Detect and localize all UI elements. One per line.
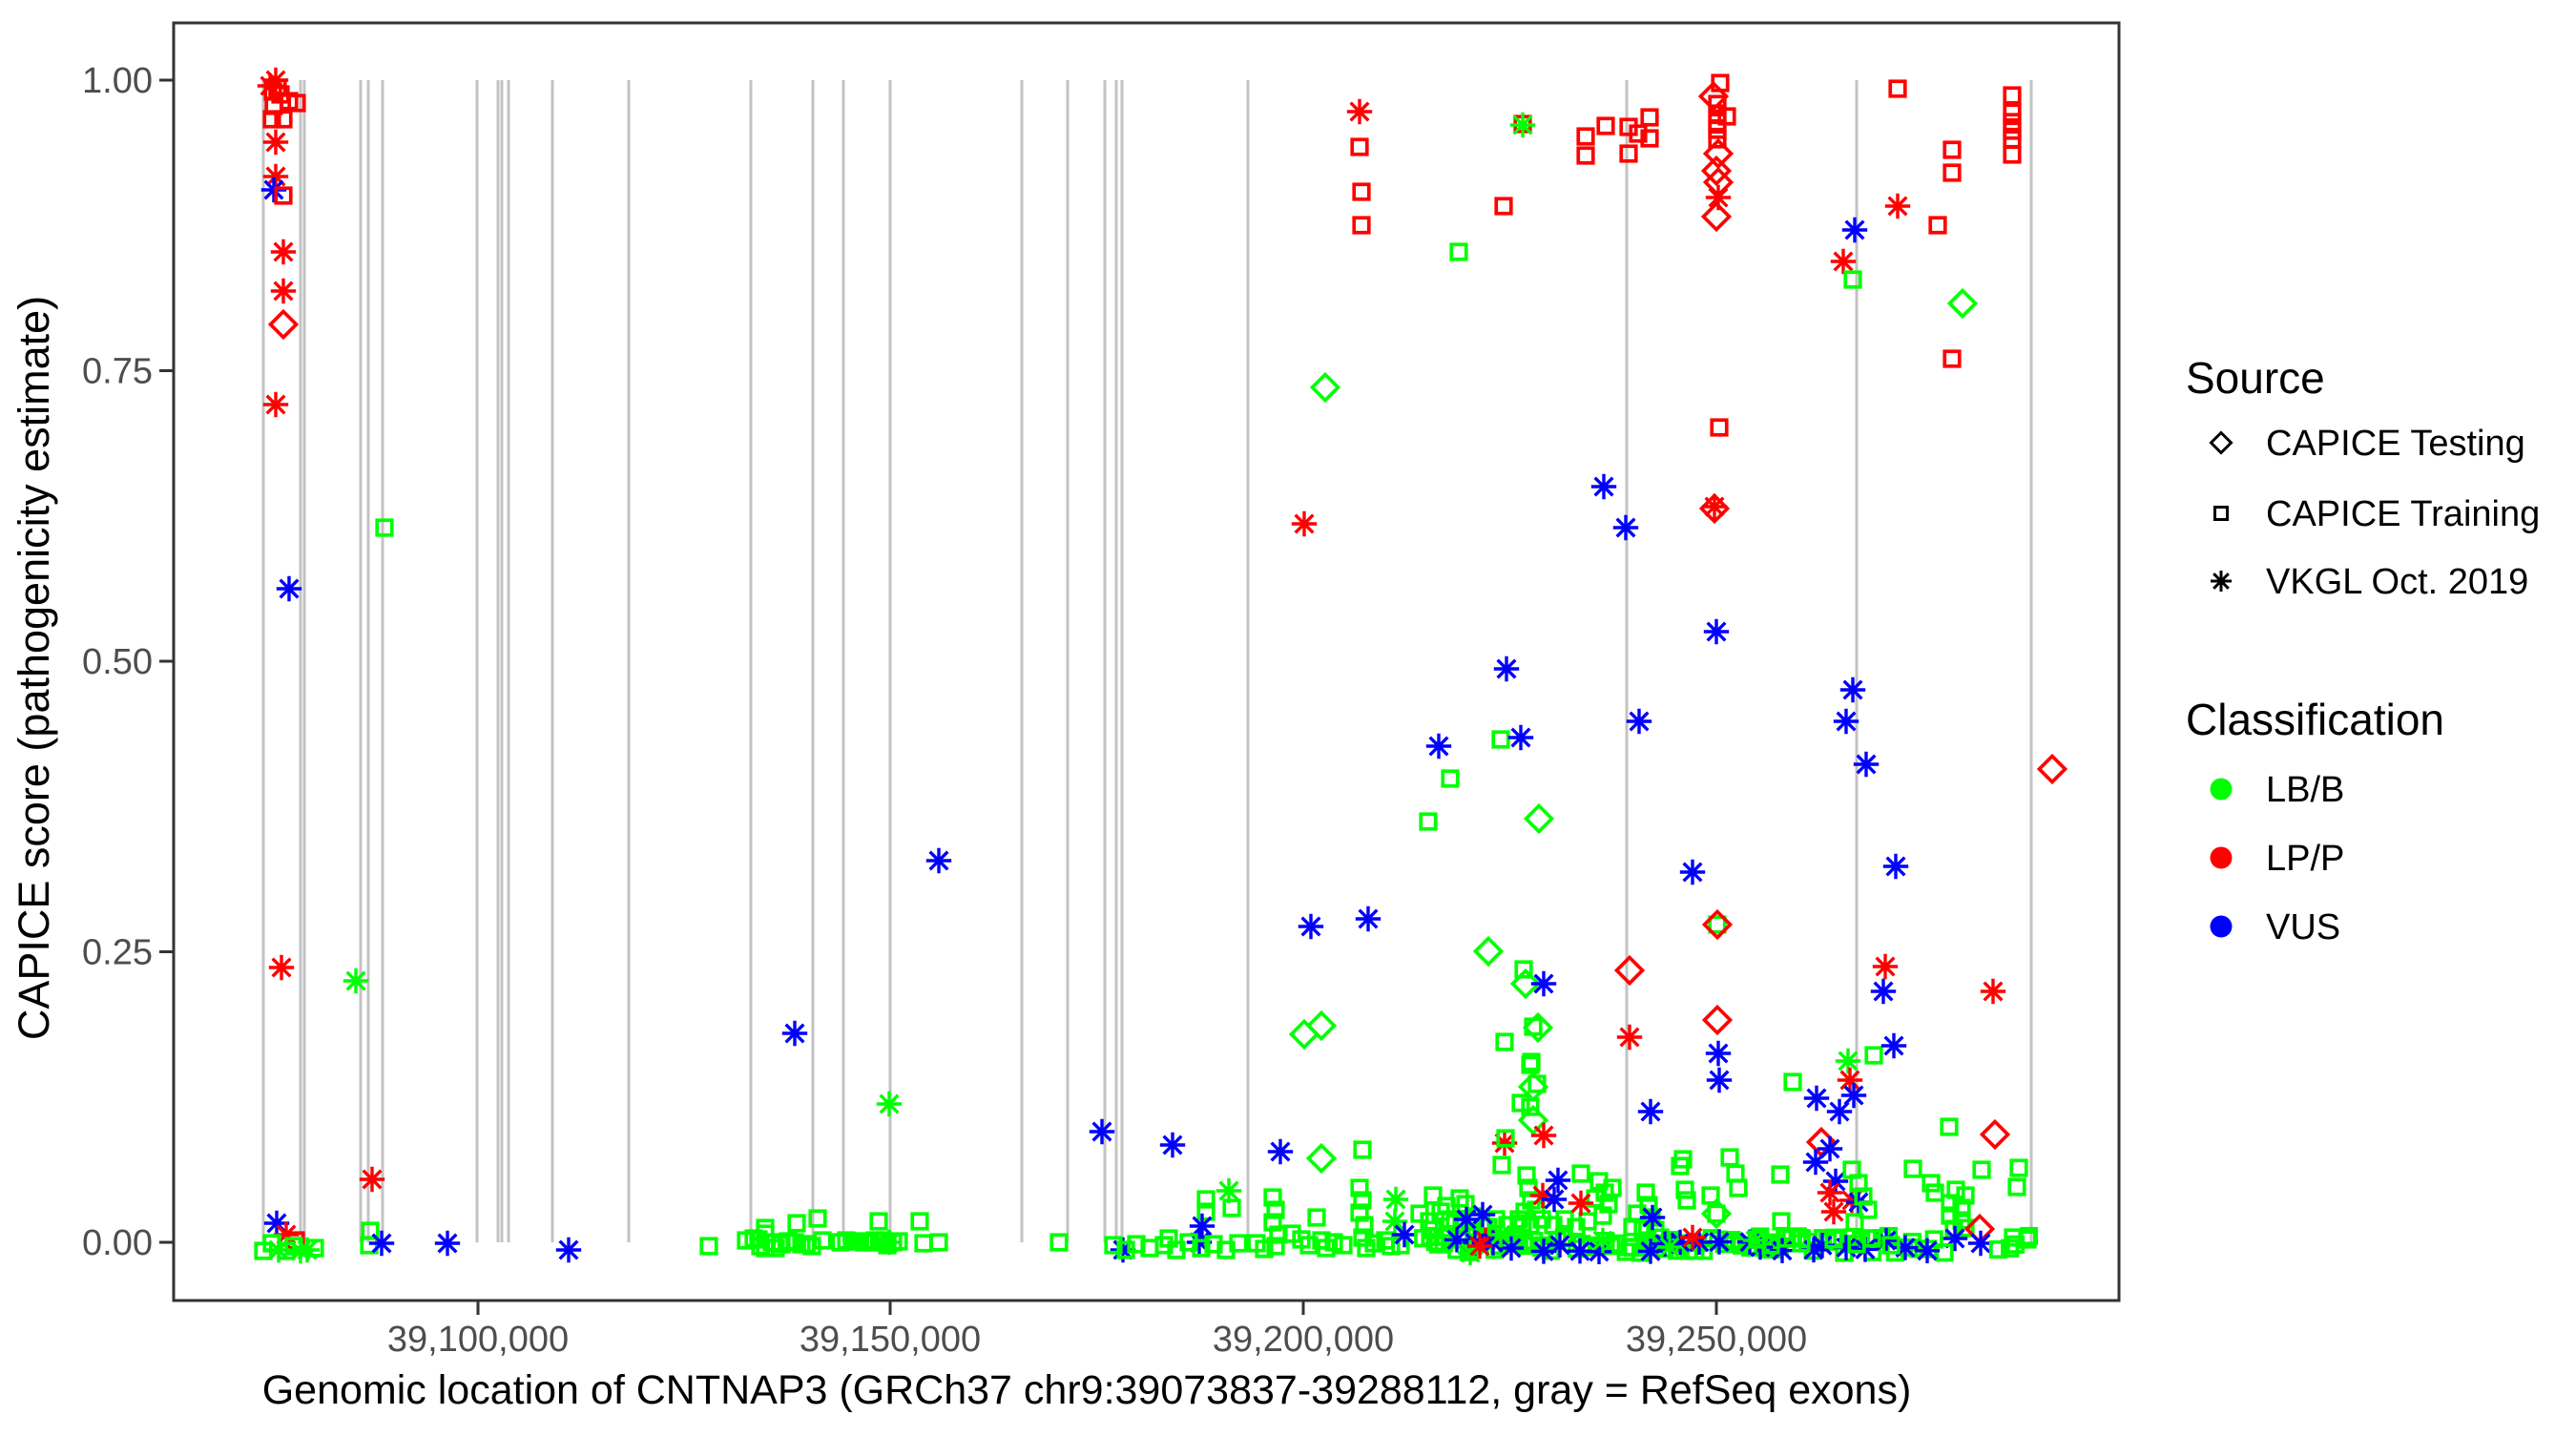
svg-text:LB/B: LB/B [2266,770,2344,810]
svg-text:CAPICE score (pathogenicity es: CAPICE score (pathogenicity estimate) [10,296,58,1040]
svg-text:0.00: 0.00 [82,1223,153,1263]
svg-text:39,200,000: 39,200,000 [1213,1320,1394,1360]
svg-text:0.25: 0.25 [82,933,153,973]
svg-text:39,250,000: 39,250,000 [1626,1320,1807,1360]
svg-text:39,150,000: 39,150,000 [800,1320,981,1360]
svg-text:0.50: 0.50 [82,642,153,682]
svg-text:1.00: 1.00 [82,61,153,101]
svg-text:Source: Source [2186,353,2325,403]
svg-text:LP/P: LP/P [2266,839,2344,879]
svg-text:Genomic location of CNTNAP3 (G: Genomic location of CNTNAP3 (GRCh37 chr9… [262,1367,1912,1413]
svg-text:CAPICE Training: CAPICE Training [2266,494,2540,534]
svg-text:VUS: VUS [2266,907,2340,947]
svg-text:VKGL Oct. 2019: VKGL Oct. 2019 [2266,562,2528,602]
svg-text:Classification: Classification [2186,695,2444,744]
svg-text:39,100,000: 39,100,000 [387,1320,569,1360]
svg-text:CAPICE Testing: CAPICE Testing [2266,424,2525,464]
svg-text:0.75: 0.75 [82,352,153,392]
